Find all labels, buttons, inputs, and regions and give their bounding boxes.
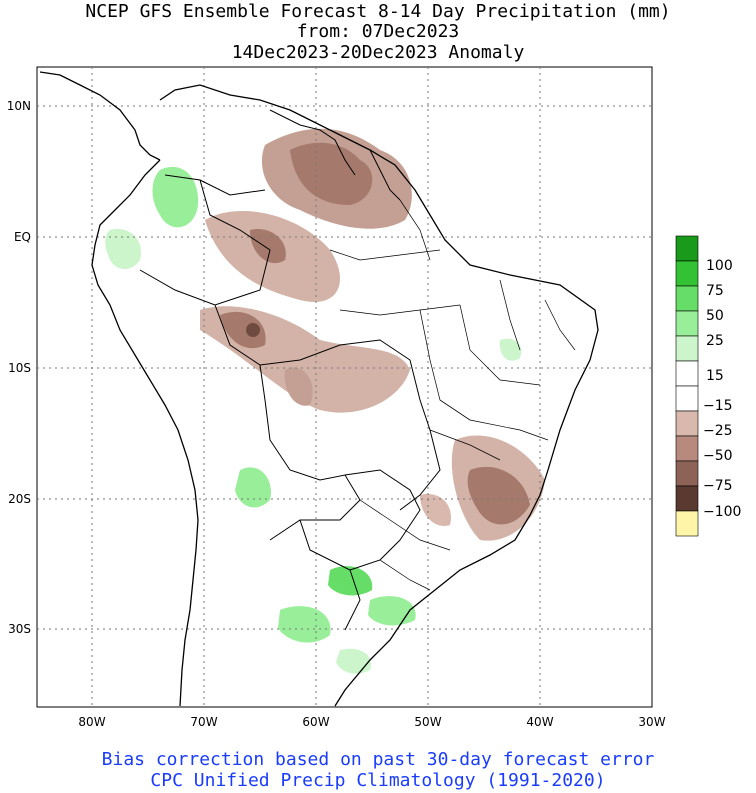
legend-label-neg100: −100 (703, 504, 741, 520)
title-line-3: 14Dec2023-20Dec2023 Anomaly (231, 42, 525, 63)
legend-swatch-10 (675, 485, 699, 512)
longitude-labels: 80W 70W 60W 50W 40W 30W (78, 715, 665, 729)
legend-label-75: 75 (706, 283, 724, 299)
title-line-2: from: 07Dec2023 (296, 21, 460, 42)
country-borders (139, 109, 441, 631)
legend-swatch-5 (675, 335, 699, 362)
lat-label-10n: 10N (7, 99, 31, 113)
anomaly-wet-regions (105, 166, 522, 674)
legend-swatch-7 (675, 410, 699, 437)
legend-label-neg75: −75 (703, 478, 733, 494)
lon-label-50w: 50W (414, 715, 441, 729)
legend-swatch-2 (675, 260, 699, 287)
legend-swatch-6 (675, 360, 699, 387)
coastline (39, 71, 599, 707)
legend-label-neg25: −25 (703, 423, 733, 439)
legend-swatch-9 (675, 460, 699, 487)
lon-label-40w: 40W (526, 715, 553, 729)
lon-label-30w: 30W (638, 715, 665, 729)
legend-swatch-3 (675, 285, 699, 312)
legend-label-100: 100 (706, 258, 733, 274)
legend-label-neg50: −50 (703, 448, 733, 464)
legend-swatch-8 (675, 435, 699, 462)
state-borders (329, 199, 576, 591)
legend-colorbar (675, 235, 699, 537)
anomaly-dry-regions (200, 128, 545, 541)
title-line-1: NCEP GFS Ensemble Forecast 8-14 Day Prec… (85, 1, 671, 22)
legend-swatch-6b (675, 385, 699, 412)
lat-label-10s: 10S (8, 361, 31, 375)
legend-label-25: 25 (706, 333, 724, 349)
lon-label-60w: 60W (302, 715, 329, 729)
legend-swatch-4 (675, 310, 699, 337)
lon-label-70w: 70W (190, 715, 217, 729)
lat-label-20s: 20S (8, 492, 31, 506)
legend-swatch-1 (675, 235, 699, 262)
lat-label-eq: EQ (14, 230, 31, 244)
latitude-labels: 10N EQ 10S 20S 30S (7, 99, 31, 636)
legend-label-15: 15 (706, 368, 724, 384)
legend-swatch-11 (675, 510, 699, 537)
footer-line-1: Bias correction based on past 30-day for… (101, 749, 655, 770)
legend-label-neg15: −15 (703, 398, 733, 414)
legend-labels: 100 75 50 25 15 −15 −25 −50 −75 −100 (703, 258, 741, 520)
lat-label-30s: 30S (8, 622, 31, 636)
graticule (37, 67, 652, 707)
footer-line-2: CPC Unified Precip Climatology (1991-202… (150, 770, 606, 791)
lon-label-80w: 80W (78, 715, 105, 729)
legend-label-50: 50 (706, 308, 724, 324)
